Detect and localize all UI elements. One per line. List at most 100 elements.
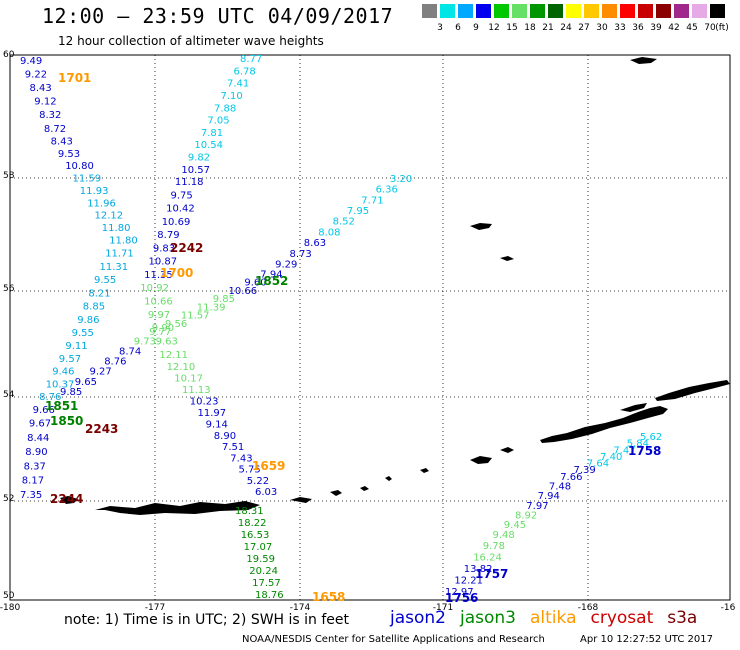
generated-timestamp: Apr 10 12:27:52 UTC 2017	[580, 634, 713, 645]
wave-height-value: 10.57	[181, 165, 210, 176]
wave-height-value: 8.77	[240, 54, 262, 65]
wave-height-value: 8.52	[333, 217, 355, 228]
lon-tick-label: -16	[721, 603, 736, 613]
wave-height-value: 11.96	[87, 198, 116, 209]
credit-line: NOAA/NESDIS Center for Satellite Applica…	[242, 634, 545, 645]
wave-height-value: 9.12	[34, 97, 56, 108]
pass-time-label: 1659	[252, 459, 285, 473]
scale-swatch	[548, 4, 563, 18]
altimeter-tracks: 9.499.228.439.128.328.728.439.5310.8011.…	[20, 54, 662, 601]
scale-swatch	[692, 4, 707, 18]
wave-height-value: 9.14	[206, 420, 228, 431]
wave-height-value: 10.80	[65, 161, 94, 172]
wave-height-value: 9.48	[493, 530, 515, 541]
pass-time-label: 2242	[170, 241, 203, 255]
wave-height-value: 11.35	[144, 270, 173, 281]
wave-height-value: 6.78	[234, 66, 256, 77]
wave-height-value: 11.31	[100, 262, 129, 273]
pass-time-label: 1700	[160, 266, 193, 280]
wave-height-value: 8.43	[51, 137, 73, 148]
wave-height-value: 8.43	[30, 83, 52, 94]
wave-height-value: 18.76	[255, 590, 284, 601]
wave-height-value: 10.87	[149, 257, 178, 268]
scale-label: 33	[614, 23, 626, 33]
scale-label: 18	[524, 23, 536, 33]
wave-height-value: 9.57	[59, 354, 81, 365]
wave-height-value: 7.51	[222, 442, 244, 453]
wave-height-value: 9.60	[244, 278, 266, 289]
wave-height-value: 6.03	[255, 487, 277, 498]
lon-tick-label: -171	[433, 603, 453, 613]
scale-swatch	[530, 4, 545, 18]
wave-height-value: 10.69	[162, 217, 191, 228]
wave-height-value: 9.82	[188, 153, 210, 164]
wave-height-value: 9.63	[156, 337, 178, 348]
wave-height-value: 13.82	[464, 564, 493, 575]
wave-height-value: 10.17	[174, 373, 203, 384]
wave-height-value: 9.97	[148, 310, 170, 321]
wave-height-value: 7.81	[201, 128, 223, 139]
wave-height-value: 8.90	[25, 447, 47, 458]
scale-swatch	[494, 4, 509, 18]
scale-swatch	[512, 4, 527, 18]
wave-height-value: 11.80	[109, 236, 138, 247]
lat-tick-label: 54	[3, 390, 15, 400]
satellite-legend: jason2 jason3 altika cryosat s3a	[390, 608, 711, 628]
wave-height-value: 9.27	[90, 367, 112, 378]
lat-tick-label: 56	[3, 284, 15, 294]
scale-label: 36	[632, 23, 644, 33]
wave-height-value: 8.92	[515, 511, 537, 522]
legend-s3a: s3a	[667, 608, 698, 628]
wave-height-value: 20.24	[249, 566, 278, 577]
wave-height-value: 7.94	[538, 491, 560, 502]
wave-height-value: 7.95	[347, 206, 369, 217]
map-frame	[9, 54, 731, 601]
wave-height-value: 7.05	[207, 116, 229, 127]
scale-swatch	[602, 4, 617, 18]
scale-label: 6	[455, 23, 461, 33]
wave-height-value: 7.88	[214, 103, 236, 114]
wave-height-value: 9.73	[134, 336, 156, 347]
wave-height-value: 8.32	[39, 110, 61, 121]
wave-height-value: 12.10	[167, 362, 196, 373]
wave-height-value: 7.35	[20, 490, 42, 501]
wave-height-value: 9.83	[153, 243, 175, 254]
wave-height-value: 8.85	[83, 302, 105, 313]
lon-tick-label: -174	[290, 603, 311, 613]
wave-height-value: 10.66	[229, 286, 258, 297]
wave-height-value: 7.10	[221, 91, 243, 102]
scale-swatch	[476, 4, 491, 18]
lat-tick-label: 58	[3, 171, 15, 181]
wave-height-value: 7.47	[613, 445, 635, 456]
wave-height-value: 9.85	[213, 294, 235, 305]
wave-height-value: 8.17	[22, 476, 44, 487]
pass-time-label: 1701	[58, 71, 91, 85]
wave-height-value: 9.67	[29, 419, 51, 430]
scale-swatch	[674, 4, 689, 18]
wave-height-value: 11.13	[182, 385, 211, 396]
legend-cryosat: cryosat	[590, 608, 654, 628]
island-chain-east	[540, 380, 730, 443]
lat-tick-label: 52	[3, 494, 14, 504]
scale-label: 9	[473, 23, 479, 33]
pass-time-label: 1850	[50, 414, 83, 428]
wave-height-value: 9.22	[25, 70, 47, 81]
wave-height-value: 8.63	[304, 238, 326, 249]
wave-height-value: 16.53	[241, 530, 270, 541]
wave-height-value: 9.45	[504, 520, 526, 531]
scale-label: 3	[437, 23, 443, 33]
wave-height-value: 12.97	[445, 587, 474, 598]
lon-tick-label: -180	[0, 603, 20, 613]
scale-swatch	[458, 4, 473, 18]
scale-swatch	[422, 4, 437, 18]
map-title: 12:00 – 23:59 UTC 04/09/2017	[42, 4, 394, 28]
scale-swatch	[620, 4, 635, 18]
axis-labels: -180 -177 -174 -171 -168 -16 60 58 56 54 52 50	[0, 50, 736, 613]
wave-height-value: 8.73	[290, 249, 312, 260]
wave-height-value: 7.41	[227, 79, 249, 90]
wave-height-value: 9.66	[33, 405, 55, 416]
wave-height-value: 5.75	[239, 465, 261, 476]
scale-swatch	[584, 4, 599, 18]
